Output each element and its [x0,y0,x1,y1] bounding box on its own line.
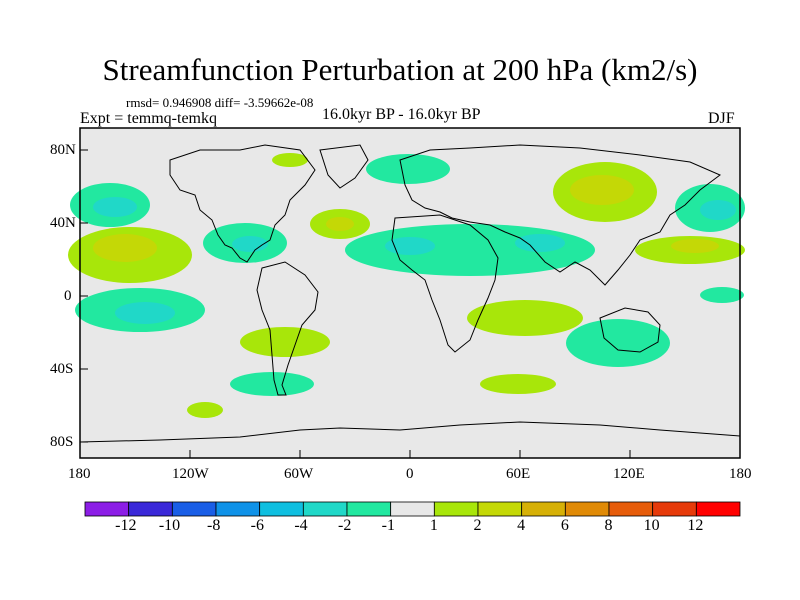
y-tick-label: 40S [50,361,74,377]
colorbar-label: 10 [643,517,660,534]
coastline-greenland [319,144,369,189]
colorbar-swatch [608,501,654,517]
contour-region [326,217,354,231]
x-tick-label: 120W [172,466,209,482]
colorbar-label: 4 [517,517,526,534]
colorbar-swatch [695,501,741,517]
period-label: 16.0kyr BP - 16.0kyr BP [322,106,481,123]
contour-region [467,300,583,336]
coastline-eurasia [399,144,721,286]
colorbar-label: 6 [560,517,569,534]
y-tick-label: 80S [50,434,74,450]
colorbar-swatch [171,501,217,517]
coastline-north-america [169,144,316,263]
colorbar-swatch [84,501,130,517]
coastline-antarctica [79,421,741,443]
colorbar-label: -1 [381,517,395,534]
coastlines [79,144,741,443]
colorbar-swatch [390,501,435,517]
contour-region [366,154,450,184]
colorbar-label: -12 [115,517,137,534]
contour-region [187,402,223,418]
colorbar-label: -4 [294,517,308,534]
colorbar-label: -6 [250,517,264,534]
coastline-africa [391,214,499,353]
tick-marks [80,149,631,458]
colorbar-swatch [652,501,697,517]
contour-region [345,224,595,276]
x-tick-label: 60E [506,466,531,482]
y-tick-label: 40N [50,215,76,231]
colorbar-label: 12 [687,517,704,534]
contour-region [115,302,175,324]
colorbar-label: 2 [473,517,482,534]
experiment-label: Expt = temmq-temkq [80,110,217,127]
season-label: DJF [708,110,735,127]
contour-fills [68,153,745,418]
y-tick-label: 0 [64,288,72,304]
colorbar-swatch [346,501,392,517]
colorbar-swatch [128,501,173,517]
contour-region [230,372,314,396]
colorbar-label: -2 [338,517,352,534]
colorbar-label: 8 [604,517,613,534]
x-tick-label: 60W [284,466,314,482]
stats-label: rmsd= 0.946908 diff= -3.59662e-08 [126,95,314,110]
coastline-south-america [256,261,319,396]
colorbar-label: 1 [429,517,438,534]
contour-region [480,374,556,394]
contour-region [515,234,565,252]
colorbar-swatch [302,501,348,517]
colorbar-label: -8 [207,517,221,534]
contour-region [272,153,308,167]
colorbar-label: -10 [158,517,181,534]
contour-region [93,197,137,217]
x-tick-label: 120E [613,466,645,482]
colorbar-swatch [215,501,261,517]
contour-region [232,236,268,252]
contour-region [566,319,670,367]
y-tick-label: 80N [50,142,76,158]
contour-region [700,200,736,220]
contour-region [570,175,634,205]
colorbar-swatch [564,501,610,517]
contour-region [93,234,157,262]
contour-region [700,287,744,303]
x-tick-label: 0 [406,466,414,482]
colorbar-swatch [259,501,304,517]
colorbar [84,501,741,517]
x-tick-label: 180 [68,466,91,482]
contour-region [671,239,719,253]
map-title: Streamfunction Perturbation at 200 hPa (… [102,52,698,87]
x-tick-label: 180 [729,466,752,482]
contour-region [385,237,435,255]
contour-region [240,327,330,357]
colorbar-swatch [521,501,566,517]
coastline-australia [599,307,661,353]
colorbar-swatch [433,501,479,517]
colorbar-swatch [477,501,523,517]
